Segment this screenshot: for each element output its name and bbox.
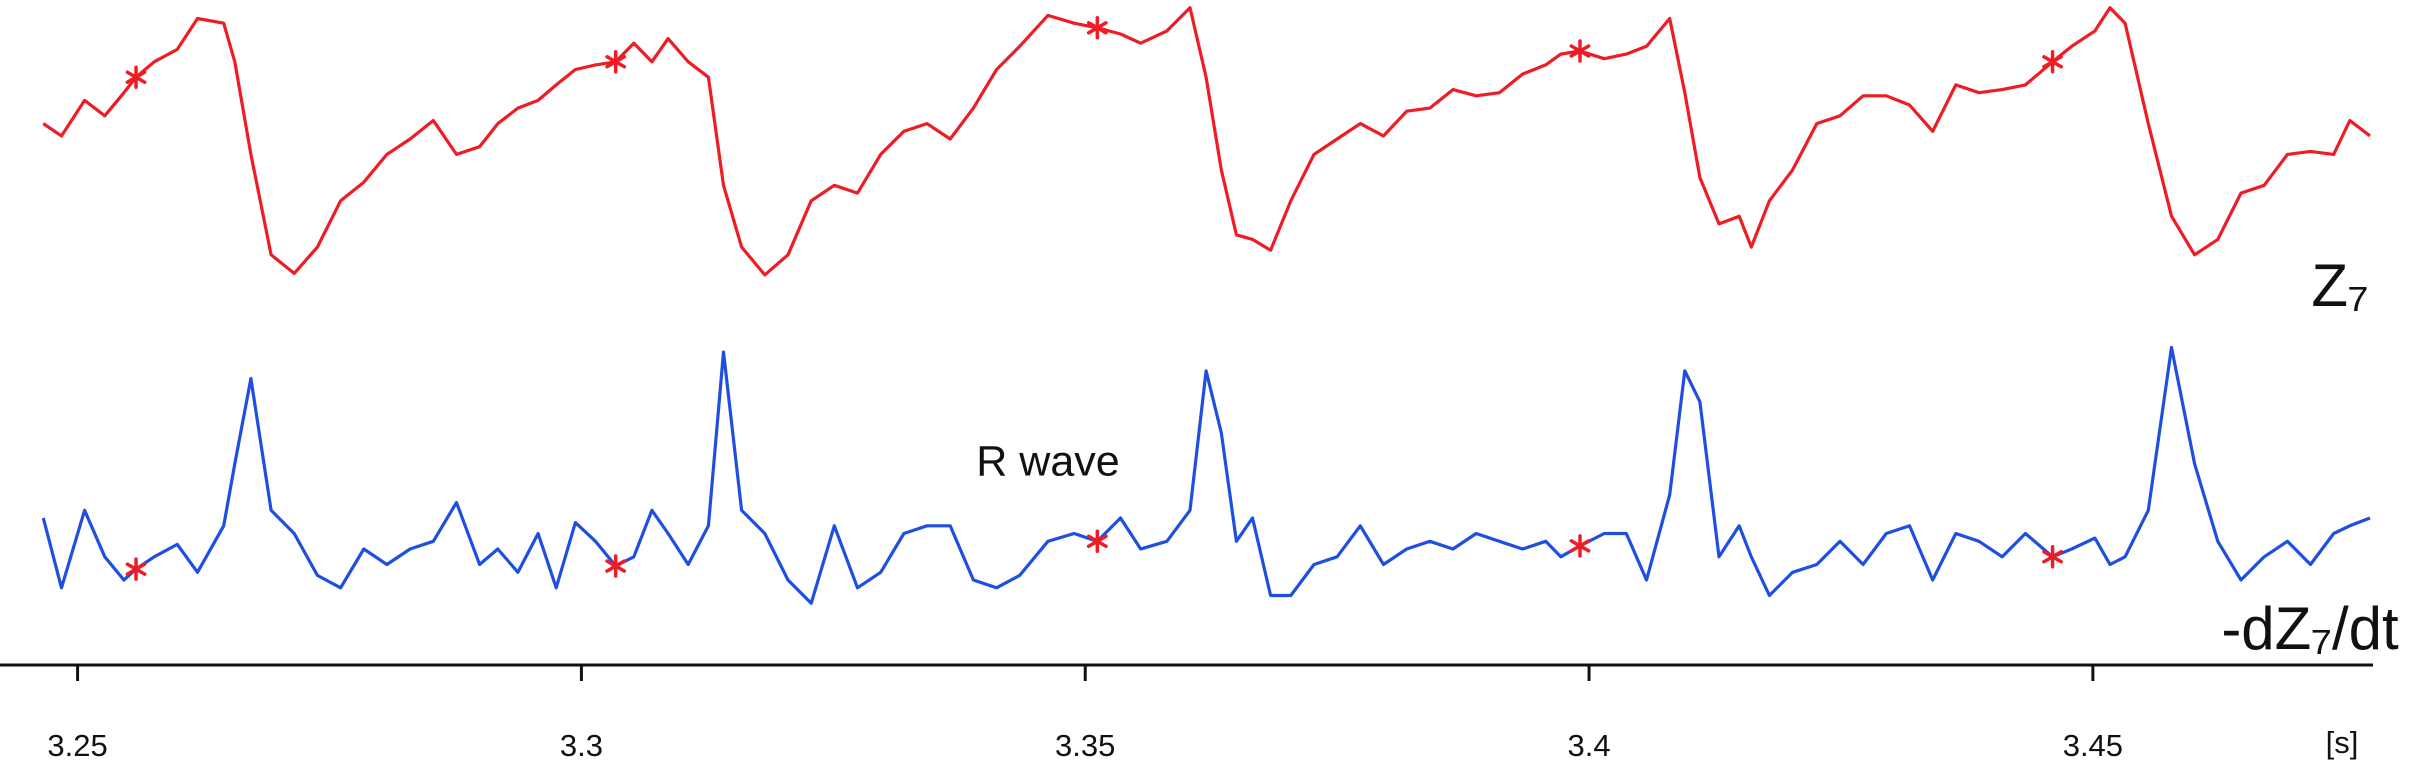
star-stroke xyxy=(2042,550,2063,564)
star-marker xyxy=(125,557,147,581)
trace-label: -dZ₇/dt xyxy=(2221,595,2399,662)
x-tick-label: 3.45 xyxy=(2063,728,2123,763)
trace-label: Z₇ xyxy=(2311,252,2368,319)
x-tick-label: 3.3 xyxy=(560,728,603,763)
star-stroke xyxy=(2042,55,2063,69)
x-tick-label: 3.25 xyxy=(47,728,107,763)
star-stroke xyxy=(605,55,627,69)
star-stroke xyxy=(1086,21,1108,35)
star-stroke xyxy=(1569,44,1591,58)
star-marker xyxy=(2042,545,2063,569)
x-tick-label: 3.35 xyxy=(1055,728,1115,763)
star-stroke xyxy=(1569,539,1591,553)
star-stroke xyxy=(1086,534,1108,548)
star-marker xyxy=(125,65,147,89)
trace-line xyxy=(41,345,2371,605)
star-stroke xyxy=(125,562,147,576)
x-tick-label: 3.4 xyxy=(1567,728,1610,763)
trace-line xyxy=(42,6,2371,277)
x-unit-label: [s] xyxy=(2326,725,2359,760)
annotation: R wave xyxy=(976,437,1119,485)
star-stroke xyxy=(605,559,627,573)
star-marker xyxy=(605,50,627,74)
star-marker xyxy=(1086,16,1108,40)
star-marker xyxy=(1569,534,1591,558)
star-stroke xyxy=(125,70,147,84)
star-marker xyxy=(1086,529,1108,553)
star-marker xyxy=(2042,50,2063,74)
star-marker xyxy=(1569,39,1591,63)
star-marker xyxy=(605,554,627,578)
